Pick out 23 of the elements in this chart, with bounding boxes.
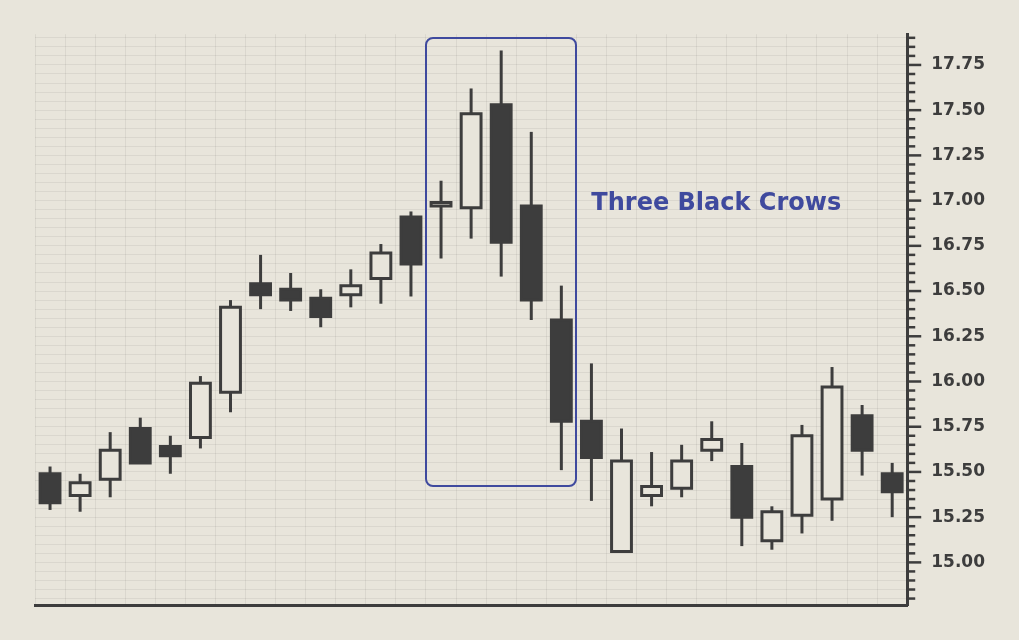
candlestick — [68, 473, 92, 512]
y-tick-label: 17.25 — [931, 143, 986, 164]
y-tick-label: 17.75 — [931, 53, 986, 74]
y-tick-label: 16.50 — [931, 279, 986, 300]
candlestick — [249, 253, 272, 311]
y-tick-label: 17.50 — [931, 98, 986, 119]
y-tick-label: 16.00 — [931, 369, 986, 390]
y-tick-label: 15.75 — [931, 415, 986, 436]
candlestick — [640, 452, 663, 507]
y-tick-label: 16.25 — [931, 324, 986, 345]
candlestick — [309, 289, 333, 329]
y-tick-label: 15.00 — [931, 550, 986, 571]
y-tick-label: 17.00 — [931, 189, 986, 210]
candlestick — [880, 461, 904, 519]
y-tick-label: 15.50 — [931, 460, 986, 481]
candlestick — [700, 421, 724, 463]
candlestick — [429, 180, 453, 259]
candlestick — [158, 434, 182, 474]
y-tick-label: 15.25 — [931, 505, 986, 526]
y-tick-label: 16.75 — [931, 234, 986, 255]
candlestick — [279, 272, 303, 311]
candlestick — [339, 269, 363, 308]
annotation: Three Black Crows — [591, 187, 842, 216]
